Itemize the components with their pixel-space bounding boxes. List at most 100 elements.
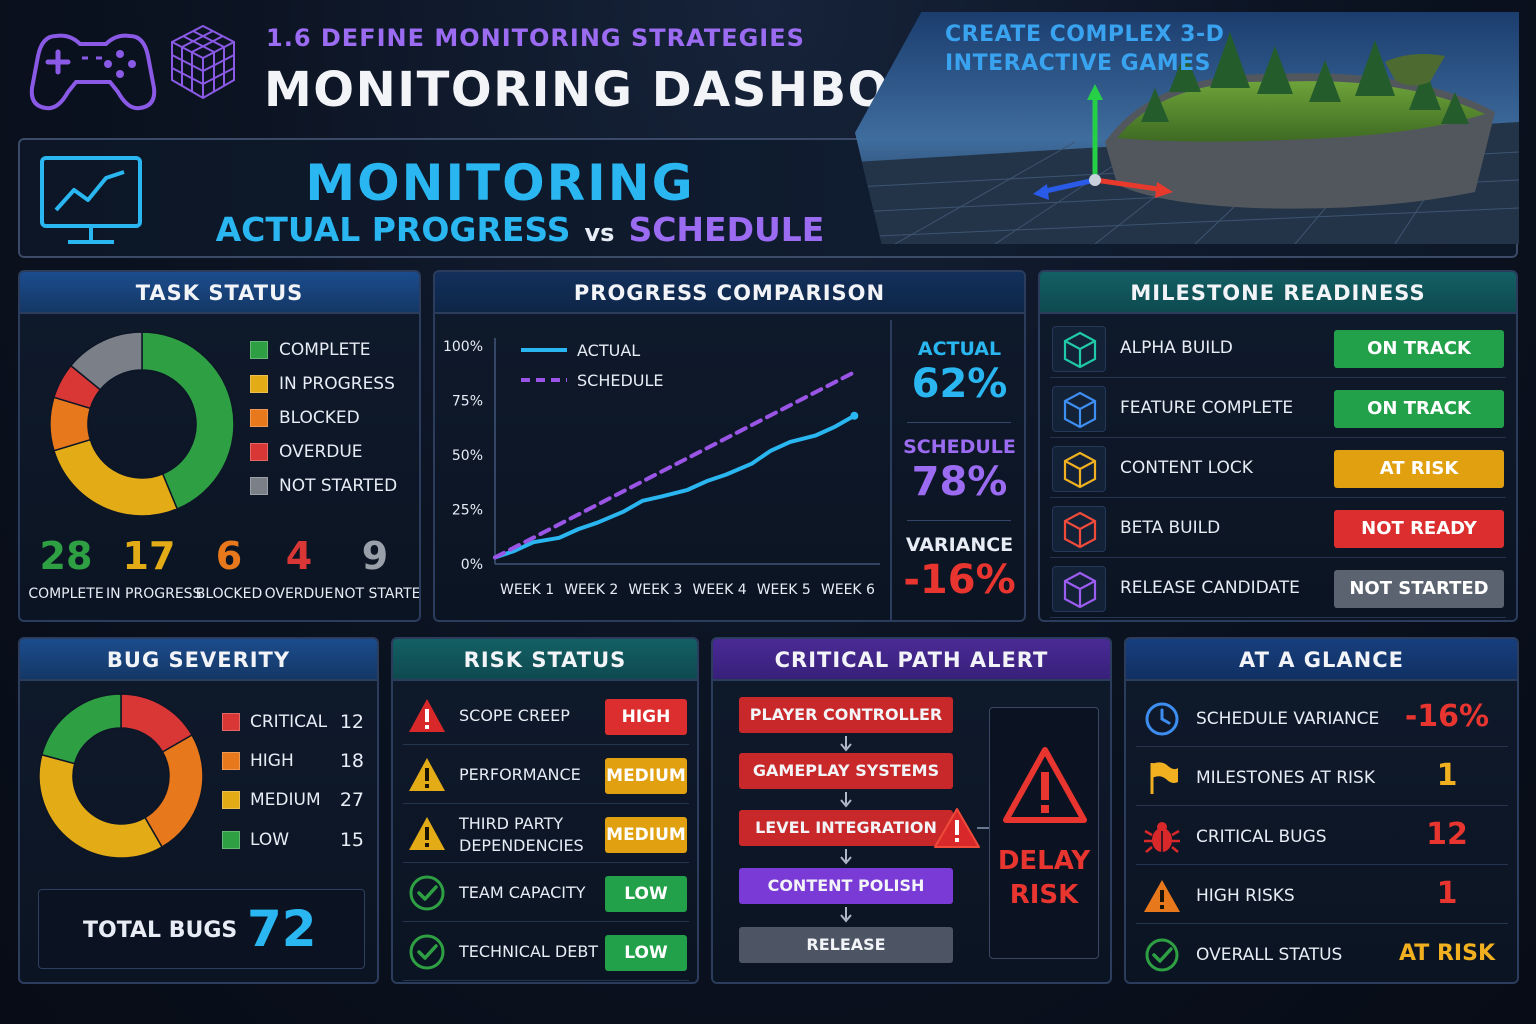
risk-label: TECHNICAL DEBT: [459, 942, 599, 961]
risk-label-line-1: THIRD PARTY: [459, 814, 564, 833]
delay-risk-box: DELAY RISK: [989, 707, 1099, 959]
stat-not-started-label: NOT STARTED: [334, 586, 421, 602]
task-slice-complete: [141, 331, 235, 510]
progress-line-chart: 0% 25% 50% 75% 100% WEEK 1 WEEK 2 WEEK 3 WEEK 4 W…: [443, 338, 880, 598]
bug-severity-panel: BUG SEVERITY CRITICAL 12 HIGH 18 MEDIUM 27 …: [18, 637, 379, 984]
risk-status-title: RISK STATUS: [393, 639, 697, 681]
stat-in-progress-value: 17: [122, 534, 176, 578]
glance-label: MILESTONES AT RISK: [1196, 768, 1375, 788]
schedule-stat-label: SCHEDULE: [903, 436, 1016, 458]
legend-overdue: OVERDUE: [250, 442, 363, 462]
wireframe-cube-icon: [171, 24, 235, 100]
bug-low-label: LOW: [250, 830, 290, 850]
warning-triangle-icon: [407, 697, 447, 735]
legend-in-progress: IN PROGRESS: [250, 374, 395, 394]
bug-slice-medium: [38, 753, 164, 859]
milestone-status-badge: NOT STARTED: [1334, 570, 1504, 608]
stat-separator: [907, 422, 1011, 423]
variance-stat-label: VARIANCE: [905, 534, 1014, 556]
check-circle-icon: [407, 933, 447, 971]
risk-level-badge: LOW: [605, 876, 687, 912]
critical-path-panel: CRITICAL PATH ALERT PLAYER CONTROLLER GAM…: [711, 637, 1112, 984]
glance-row: SCHEDULE VARIANCE -16%: [1136, 689, 1508, 747]
legend-blocked: BLOCKED: [250, 408, 360, 428]
actual-stat-label: ACTUAL: [917, 338, 1002, 360]
total-bugs-label: TOTAL BUGS: [83, 918, 238, 943]
milestone-cube-icon: [1052, 506, 1106, 552]
series-actual-line: [493, 413, 857, 560]
warning-triangle-icon: [407, 815, 447, 853]
risk-label-line-2: DEPENDENCIES: [459, 836, 584, 855]
glance-label: OVERALL STATUS: [1196, 945, 1343, 965]
progress-comparison-title: PROGRESS COMPARISON: [435, 272, 1024, 314]
glance-value: AT RISK: [1398, 941, 1495, 966]
stat-complete-label: COMPLETE: [28, 586, 104, 602]
milestone-label: CONTENT LOCK: [1120, 458, 1253, 478]
x-tick-label: WEEK 3: [628, 582, 682, 598]
milestone-label: BETA BUILD: [1120, 518, 1221, 538]
delay-text-line-1: DELAY: [997, 846, 1091, 876]
glance-value: -16%: [1404, 699, 1490, 734]
legend-not-started: NOT STARTED: [250, 476, 397, 496]
milestone-row: RELEASE CANDIDATE NOT STARTED: [1050, 560, 1506, 618]
bug-medium-value: 27: [339, 789, 364, 811]
stat-complete: 28 COMPLETE: [26, 534, 106, 602]
delay-text-line-2: RISK: [1009, 880, 1079, 910]
legend-overdue-label: OVERDUE: [279, 442, 363, 462]
complete-swatch: [250, 341, 268, 359]
actual-stat: ACTUAL 62%: [893, 338, 1024, 408]
glance-label: HIGH RISKS: [1196, 886, 1295, 906]
bug-row-low: LOW 15: [222, 829, 364, 851]
critical-path-title: CRITICAL PATH ALERT: [713, 639, 1110, 681]
subtitle: 1.6 DEFINE MONITORING STRATEGIES: [266, 24, 805, 52]
task-slice-not-started: [69, 331, 143, 391]
warning-triangle-icon: [1003, 747, 1087, 823]
milestone-readiness-title: MILESTONE READINESS: [1040, 272, 1516, 314]
hero-actual-text: ACTUAL PROGRESS: [215, 210, 571, 249]
milestone-cube-icon: [1052, 326, 1106, 372]
bug-low-value: 15: [339, 829, 364, 851]
delay-risk-text: DELAY RISK: [990, 844, 1098, 912]
bug-medium-label: MEDIUM: [250, 790, 321, 810]
progress-comparison-panel: PROGRESS COMPARISON 0% 25% 50% 75% 100% WEEK …: [433, 270, 1026, 622]
risk-label: TEAM CAPACITY: [459, 883, 586, 902]
x-tick-label: WEEK 5: [757, 582, 811, 598]
critical-path-step: GAMEPLAY SYSTEMS: [739, 753, 953, 789]
hero-vs-text: vs: [584, 219, 615, 247]
blocked-swatch: [250, 409, 268, 427]
gamepad-icon: [29, 33, 157, 111]
arrow-down-icon: [840, 792, 852, 808]
hero-subtitle: ACTUAL PROGRESS vs SCHEDULE: [20, 210, 1020, 249]
actual-stat-value: 62%: [911, 361, 1008, 407]
legend-schedule-label: SCHEDULE: [577, 371, 664, 390]
scene-caption-line-1: CREATE COMPLEX 3-D: [945, 22, 1225, 47]
milestone-status-badge: ON TRACK: [1334, 390, 1504, 428]
overdue-swatch: [250, 443, 268, 461]
schedule-stat-value: 78%: [911, 459, 1008, 505]
risk-label: SCOPE CREEP: [459, 706, 570, 725]
series-schedule-line: [493, 370, 857, 560]
not-started-swatch: [250, 477, 268, 495]
stat-complete-value: 28: [39, 534, 93, 578]
medium-swatch: [222, 791, 240, 809]
critical-swatch: [222, 713, 240, 731]
at-a-glance-title: AT A GLANCE: [1126, 639, 1517, 681]
risk-level-badge: MEDIUM: [605, 758, 687, 794]
y-tick-label: 0%: [461, 557, 483, 573]
critical-path-step: RELEASE: [739, 927, 953, 963]
legend-complete-label: COMPLETE: [279, 340, 371, 360]
glance-value: 1: [1436, 876, 1458, 911]
y-tick-label: 100%: [443, 339, 483, 355]
glance-row: MILESTONES AT RISK 1: [1136, 748, 1508, 806]
at-a-glance-panel: AT A GLANCE SCHEDULE VARIANCE -16% MILESTO…: [1124, 637, 1519, 984]
series-actual-end-point: [850, 411, 859, 420]
x-tick-label: WEEK 2: [564, 582, 618, 598]
glance-value: 1: [1436, 758, 1458, 793]
glance-row: HIGH RISKS 1: [1136, 866, 1508, 924]
stat-not-started-value: 9: [361, 534, 389, 578]
stat-in-progress-label: IN PROGRESS: [106, 586, 202, 602]
task-slice-in-progress: [53, 438, 179, 517]
warning-icon: [1142, 878, 1182, 914]
variance-stat: VARIANCE -16%: [893, 534, 1024, 604]
high-swatch: [222, 752, 240, 770]
